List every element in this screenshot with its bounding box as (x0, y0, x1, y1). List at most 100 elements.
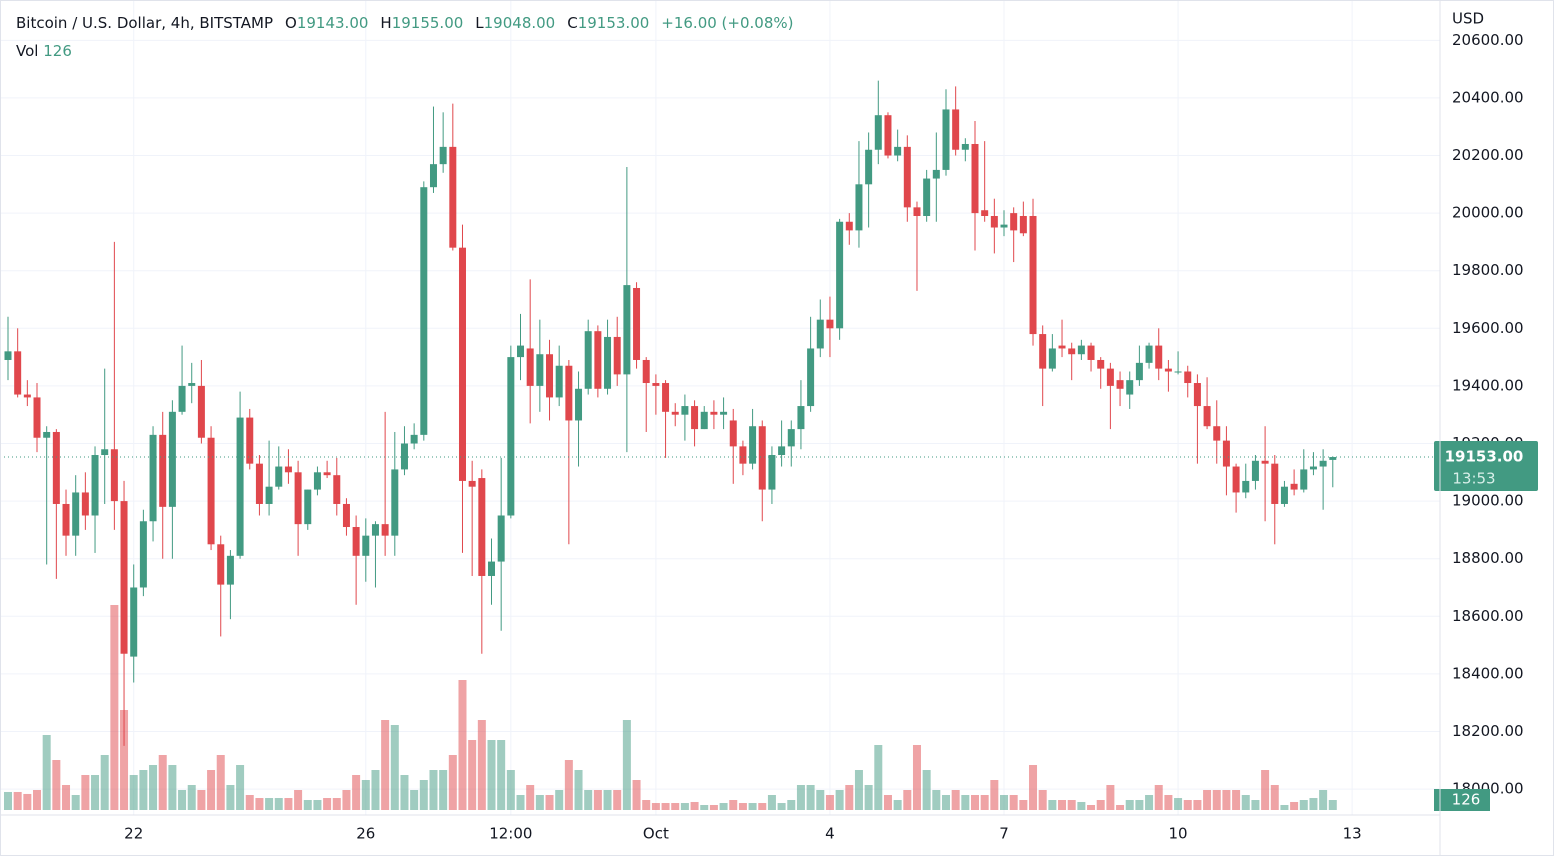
candle-body (429, 164, 437, 188)
volume-bar (1009, 795, 1018, 810)
candle-body (101, 449, 109, 456)
candle-body (807, 348, 815, 407)
x-tick-label: 22 (124, 825, 143, 843)
candle-body (43, 431, 51, 438)
candle-body (188, 383, 196, 386)
candle-body (217, 544, 225, 585)
volume-bar (52, 760, 61, 810)
candle-body (1203, 406, 1211, 427)
volume-bar (207, 770, 216, 810)
candle-body (1271, 463, 1279, 504)
volume-bar (487, 740, 496, 810)
volume-bar (632, 780, 641, 810)
volume-bar (1280, 805, 1289, 810)
candle-body (758, 426, 766, 490)
volume-value: 126 (43, 42, 72, 60)
candle-body (942, 109, 950, 170)
candle-body (1319, 460, 1327, 467)
candle-body (739, 446, 747, 464)
volume-bar (738, 803, 747, 810)
volume-bar (719, 803, 728, 810)
legend: Bitcoin / U.S. Dollar, 4h, BITSTAMP O1914… (16, 9, 793, 65)
volume-bar (922, 770, 931, 810)
candle-body (546, 354, 554, 398)
ohlc-value: 19155.00 (391, 14, 464, 32)
volume-bar (91, 775, 100, 810)
price-tag-label: 19153.00 (1445, 448, 1524, 466)
volume-bar (1212, 790, 1221, 810)
volume-bar (661, 803, 670, 810)
candle-body (52, 431, 60, 504)
volume-bar (564, 760, 573, 810)
volume-bar (33, 790, 42, 810)
candle-body (1251, 460, 1259, 481)
ohlc-key: O (285, 14, 297, 32)
candle-body (265, 486, 273, 504)
candle-body (72, 492, 80, 536)
volume-bar (361, 780, 370, 810)
candle-body (352, 527, 360, 556)
candle-body (604, 336, 612, 389)
volume-bar (1319, 790, 1328, 810)
volume-bar (1328, 800, 1337, 810)
x-tick-label: 26 (356, 825, 375, 843)
y-tick-label: 18800.00 (1452, 549, 1524, 567)
candle-body (826, 319, 834, 329)
volume-bar (197, 790, 206, 810)
volume-bar (42, 735, 51, 810)
candle-body (903, 146, 911, 208)
currency: USD (1452, 10, 1484, 28)
volume-bar (110, 605, 119, 810)
volume-bar (410, 790, 419, 810)
volume-bar (1029, 765, 1038, 810)
candle-body (971, 143, 979, 214)
axes: 18000.0018200.0018400.0018600.0018800.00… (0, 31, 1538, 843)
legend-row: Bitcoin / U.S. Dollar, 4h, BITSTAMP O1914… (16, 9, 793, 37)
candle-body (990, 215, 998, 228)
volume-bar (825, 795, 834, 810)
candle-body (787, 429, 795, 447)
candle-body (681, 406, 689, 415)
y-tick-label: 20000.00 (1452, 204, 1524, 222)
volume-bar (100, 755, 109, 810)
candle-body (120, 501, 128, 654)
volume-bar (709, 805, 718, 810)
volume-bar (651, 803, 660, 810)
volume-bar (439, 770, 448, 810)
legend-row: Vol 126 (16, 37, 793, 65)
price-tag (1434, 441, 1538, 492)
ohlc-key: H (380, 14, 392, 32)
volume-bar (1087, 805, 1096, 810)
candle-body (894, 146, 902, 156)
volume-bar (854, 770, 863, 810)
volume-bar (120, 710, 129, 810)
candle-body (81, 492, 89, 516)
candle-body (197, 385, 205, 438)
volume-bar (1270, 785, 1279, 810)
volume-bar (613, 790, 622, 810)
candle-body (468, 480, 476, 487)
candle-body (255, 463, 263, 504)
volume-bar (158, 755, 167, 810)
volume-bar (593, 790, 602, 810)
volume-bar (1164, 795, 1173, 810)
ohlc-value: 19143.00 (296, 14, 369, 32)
volume-bar (767, 795, 776, 810)
candle-body (1126, 380, 1134, 395)
volume-bar (574, 770, 583, 810)
volume-bar (139, 770, 148, 810)
volume-bar (796, 785, 805, 810)
candle-body (1048, 348, 1056, 369)
candle-body (284, 466, 292, 473)
volume-bar (468, 740, 477, 810)
volume-bar (1038, 790, 1047, 810)
candle-body (642, 359, 650, 384)
volume-key: Vol (16, 42, 39, 60)
volume-bar (748, 803, 757, 810)
volume-bar (371, 770, 380, 810)
candle-body (778, 446, 786, 456)
volume-bar (932, 790, 941, 810)
ohlc-value: 19153.00 (577, 14, 650, 32)
candle-body (536, 354, 544, 386)
